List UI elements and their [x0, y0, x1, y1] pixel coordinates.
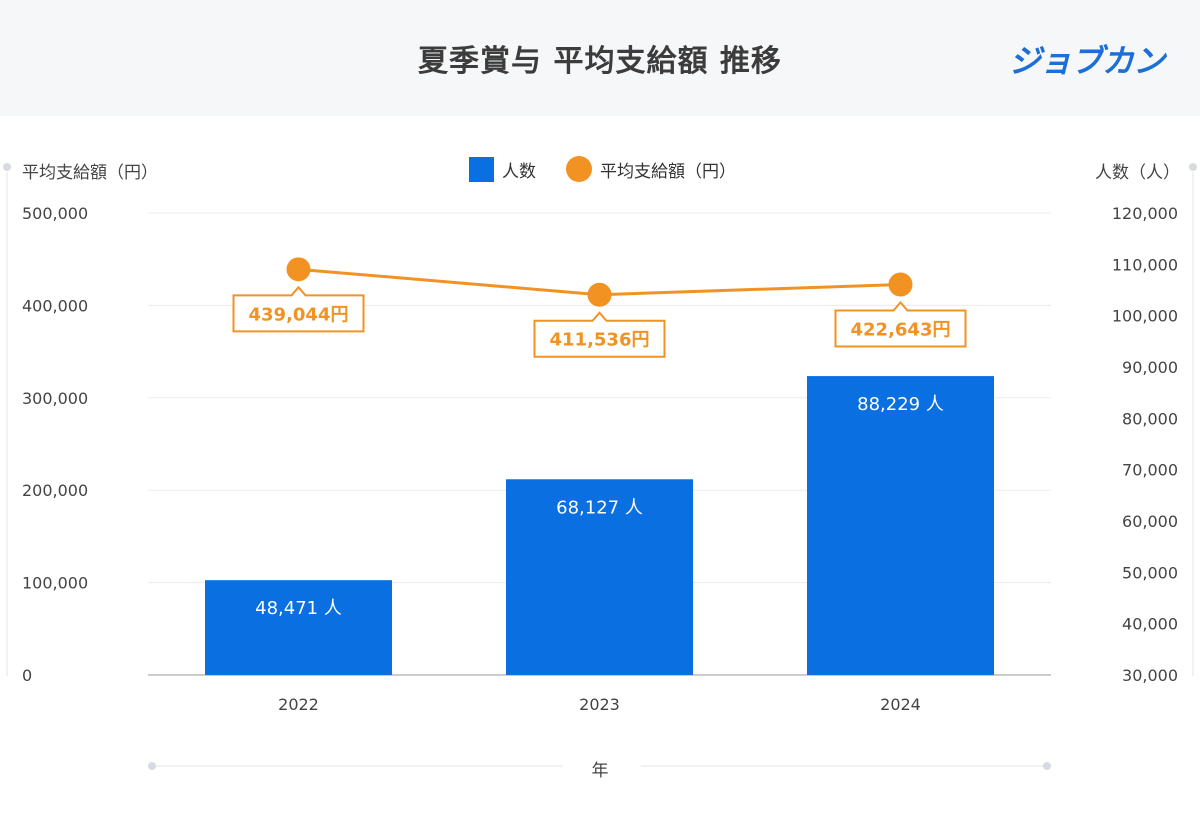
right-axis-cap	[1189, 163, 1197, 171]
bar-data-label: 68,127 人	[556, 497, 643, 518]
x-tick-label: 2022	[278, 695, 319, 714]
right-axis-title: 人数（人）	[1095, 163, 1180, 183]
legend-bar-label: 人数	[502, 161, 536, 182]
chart-title: 夏季賞与 平均支給額 推移	[418, 44, 782, 79]
left-tick-label: 300,000	[22, 389, 88, 408]
left-axis-title: 平均支給額（円）	[22, 163, 158, 183]
left-tick-label: 400,000	[22, 296, 88, 315]
left-tick-label: 100,000	[22, 574, 88, 593]
right-tick-label: 100,000	[1112, 307, 1178, 326]
left-axis-cap	[3, 163, 11, 171]
right-tick-label: 60,000	[1122, 512, 1178, 531]
line-point	[286, 257, 311, 282]
right-tick-label: 90,000	[1122, 358, 1178, 377]
bar-data-label: 88,229 人	[857, 394, 944, 415]
line-label-box	[533, 311, 666, 358]
right-tick-label: 50,000	[1122, 563, 1178, 582]
right-tick-label: 30,000	[1122, 666, 1178, 685]
right-tick-label: 70,000	[1122, 461, 1178, 480]
line-data-label: 422,643円	[851, 319, 951, 340]
right-tick-label: 40,000	[1122, 615, 1178, 634]
legend-line-label: 平均支給額（円）	[600, 161, 736, 182]
line-data-label: 439,044円	[249, 304, 349, 325]
bar	[807, 376, 994, 675]
legend: 人数 平均支給額（円）	[469, 155, 736, 183]
right-tick-label: 120,000	[1112, 204, 1178, 223]
legend-line-swatch	[566, 156, 592, 182]
line-data-label: 411,536円	[550, 330, 650, 351]
x-axis-title: 年	[591, 761, 609, 781]
left-tick-label: 500,000	[22, 204, 88, 223]
right-tick-label: 80,000	[1122, 409, 1178, 428]
bar	[506, 479, 693, 675]
line-label-box	[232, 285, 365, 333]
line-point	[888, 272, 913, 297]
x-axis-rule-dot	[1043, 762, 1051, 770]
line-point	[587, 282, 612, 307]
x-tick-label: 2024	[880, 695, 921, 714]
legend-bar-swatch	[469, 156, 494, 182]
brand-logo: ジョブカン	[1008, 42, 1165, 80]
bar-data-label: 48,471 人	[255, 598, 342, 619]
header-bar: 夏季賞与 平均支給額 推移 ジョブカン	[0, 0, 1200, 116]
x-tick-label: 2023	[579, 695, 620, 714]
left-tick-label: 200,000	[22, 481, 88, 500]
x-axis-rule-dot	[148, 762, 156, 770]
line-label-box	[834, 300, 967, 348]
left-tick-label: 0	[22, 666, 32, 685]
bar	[205, 580, 392, 675]
right-tick-label: 110,000	[1112, 255, 1178, 274]
